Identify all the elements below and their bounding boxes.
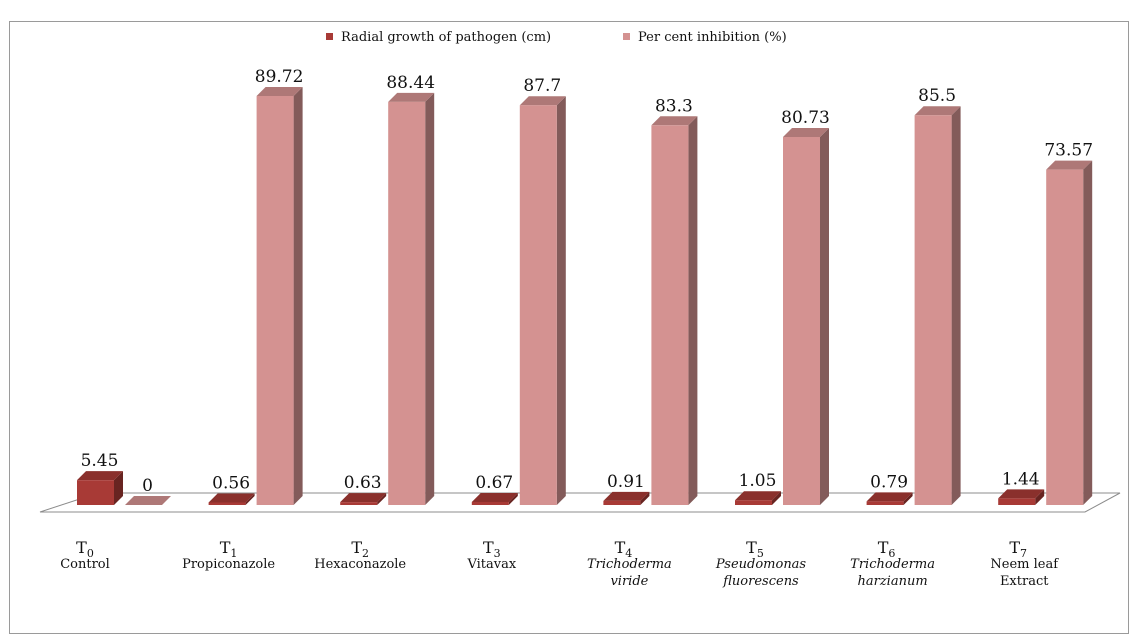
data-label-s0-3: 0.67 <box>475 473 513 493</box>
bar-top-s1-5 <box>783 127 829 137</box>
bar-s0-6 <box>866 501 904 505</box>
bar-s1-7 <box>1046 169 1084 505</box>
bar-s1-3 <box>519 105 557 505</box>
x-tick-name-5-1: fluorescens <box>722 574 799 589</box>
x-tick-name-4-0: Trichoderma <box>587 557 672 572</box>
bar-top-s1-6 <box>914 106 961 116</box>
data-label-s1-4: 83.3 <box>655 96 693 116</box>
bar-s0-4 <box>603 500 641 505</box>
x-tick-name-6-0: Trichoderma <box>850 557 935 572</box>
data-label-s1-1: 89.72 <box>255 67 304 87</box>
bar-s1-4 <box>651 125 689 505</box>
bar-top-s0-3 <box>471 492 518 502</box>
bar-top-s1-2 <box>388 92 435 102</box>
x-tick-code-6: T6 <box>878 538 896 560</box>
data-label-s1-3: 87.7 <box>523 76 561 96</box>
bar-side-s0-7 <box>1035 489 1045 505</box>
bar-top-s0-6 <box>866 492 913 502</box>
bar-side-s1-4 <box>688 116 698 505</box>
bar-s0-2 <box>340 502 378 505</box>
data-label-s1-0: 0 <box>142 476 153 496</box>
x-tick-name-4-1: viride <box>610 574 648 589</box>
bar-side-s0-2 <box>377 493 387 505</box>
bar-s1-0 <box>125 496 171 505</box>
bar-s1-1 <box>256 96 294 505</box>
bar-top-s0-5 <box>735 491 781 501</box>
x-tick-code-3: T3 <box>483 538 501 560</box>
bar-top-s1-7 <box>1046 160 1093 170</box>
bar-top-s1-4 <box>651 116 698 126</box>
x-tick-name-5-0: Pseudomonas <box>715 557 807 572</box>
bar-side-s1-5 <box>820 127 829 505</box>
chart-legend: Radial growth of pathogen (cm) Per cent i… <box>326 30 787 45</box>
x-tick-code-4: T4 <box>615 538 633 560</box>
chart-bars <box>77 87 1093 506</box>
bar-s1-2 <box>388 101 426 505</box>
data-label-s0-6: 0.79 <box>870 472 908 492</box>
data-label-s1-2: 88.44 <box>386 73 435 93</box>
data-labels: 5.45 0 0.56 89.72 0.63 88.44 0.67 87.7 0.91 83.3 1… <box>81 67 1093 496</box>
bar-side-s0-4 <box>640 491 650 505</box>
bar-s0-7 <box>998 498 1036 505</box>
x-tick-code-2: T2 <box>351 538 369 560</box>
x-tick-name-2-0: Hexaconazole <box>314 557 406 572</box>
bar-side-s0-5 <box>772 491 781 505</box>
bar-top-s0-1 <box>208 493 255 503</box>
bar-s0-1 <box>208 502 246 505</box>
bar-side-s1-1 <box>293 87 303 505</box>
x-tick-code-7: T7 <box>1009 538 1027 560</box>
x-tick-name-7-1: Extract <box>1000 574 1049 589</box>
x-tick-name-6-1: harzianum <box>858 574 928 589</box>
x-tick-code-0: T0 <box>76 538 94 560</box>
bar-s0-3 <box>471 501 509 505</box>
data-label-s1-5: 80.73 <box>781 108 830 128</box>
bar-s1-6 <box>914 115 952 506</box>
bar-top-s1-1 <box>256 87 303 96</box>
bar-top-s0-2 <box>340 493 387 503</box>
data-label-s0-1: 0.56 <box>212 473 250 493</box>
data-label-s1-7: 73.57 <box>1044 141 1093 161</box>
bar-side-s1-3 <box>556 96 566 505</box>
bar-side-s1-2 <box>425 92 435 505</box>
bar-s0-0 <box>77 480 114 505</box>
bar-side-s1-7 <box>1083 160 1093 505</box>
x-tick-code-5: T5 <box>746 538 764 560</box>
legend-label-0: Radial growth of pathogen (cm) <box>341 30 551 45</box>
bar-s1-5 <box>783 136 820 505</box>
bar-side-s0-0 <box>114 471 123 505</box>
legend-swatch-0 <box>326 33 333 40</box>
bar-side-s1-6 <box>951 106 961 506</box>
data-label-s0-5: 1.05 <box>739 471 777 491</box>
x-tick-name-0-0: Control <box>60 557 110 572</box>
legend-label-1: Per cent inhibition (%) <box>638 30 787 45</box>
bar-top-s0-4 <box>603 491 650 501</box>
bar-side-s0-3 <box>508 492 518 505</box>
bar-top-s0-0 <box>77 471 123 481</box>
data-label-s0-0: 5.45 <box>81 451 119 471</box>
data-label-s1-6: 85.5 <box>918 86 956 106</box>
x-tick-name-7-0: Neem leaf <box>990 557 1059 572</box>
data-label-s0-4: 0.91 <box>607 472 645 492</box>
chart-frame <box>9 21 1129 634</box>
bar-top-s1-3 <box>519 96 566 106</box>
data-label-s0-7: 1.44 <box>1002 469 1040 489</box>
x-tick-code-1: T1 <box>220 538 238 560</box>
bar-side-s0-6 <box>903 492 913 505</box>
data-label-s0-2: 0.63 <box>344 473 382 493</box>
x-tick-name-3-0: Vitavax <box>466 557 516 572</box>
legend-swatch-1 <box>623 33 630 40</box>
x-tick-name-1-0: Propiconazole <box>182 557 275 572</box>
bar-side-s0-1 <box>245 493 255 505</box>
bar-top-s0-7 <box>998 489 1045 499</box>
bar-s0-5 <box>735 500 772 505</box>
